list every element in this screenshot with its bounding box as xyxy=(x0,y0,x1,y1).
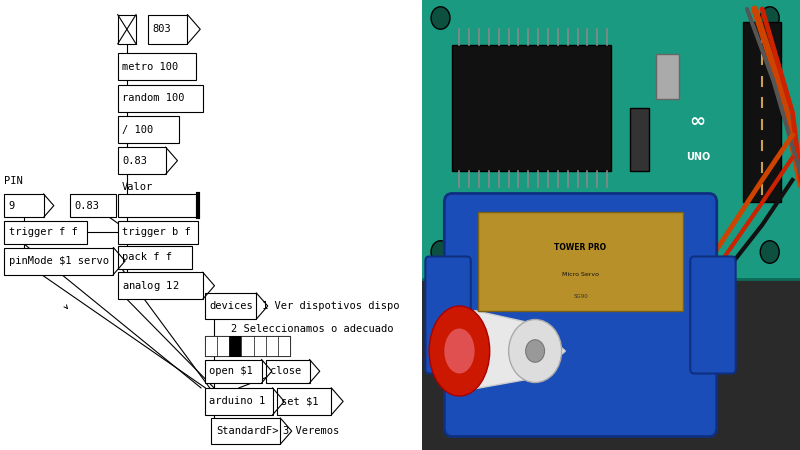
Bar xyxy=(217,336,230,356)
Bar xyxy=(266,360,310,383)
Bar xyxy=(505,207,527,279)
Circle shape xyxy=(431,7,450,29)
Polygon shape xyxy=(459,310,566,392)
Bar xyxy=(211,418,280,444)
Bar xyxy=(656,54,679,99)
Bar xyxy=(118,272,202,299)
Text: 1 Ver dispotivos dispo: 1 Ver dispotivos dispo xyxy=(262,301,399,311)
Circle shape xyxy=(509,320,562,382)
Text: pack f f: pack f f xyxy=(122,252,172,262)
Text: TOWER PRO: TOWER PRO xyxy=(554,243,606,252)
Bar xyxy=(4,194,43,217)
Bar xyxy=(230,336,242,356)
Bar xyxy=(118,147,166,174)
Text: trigger f f: trigger f f xyxy=(9,227,78,237)
Text: 9: 9 xyxy=(9,201,15,211)
Circle shape xyxy=(760,7,779,29)
Bar xyxy=(242,336,254,356)
Bar xyxy=(205,360,262,383)
Circle shape xyxy=(760,241,779,263)
Text: ∞: ∞ xyxy=(690,112,706,131)
Text: / 100: / 100 xyxy=(122,125,154,135)
Bar xyxy=(205,336,217,356)
Ellipse shape xyxy=(444,328,474,374)
Circle shape xyxy=(526,340,545,362)
Text: SG90: SG90 xyxy=(573,294,588,300)
Bar xyxy=(402,0,800,279)
Text: trigger b f: trigger b f xyxy=(122,227,191,237)
Bar xyxy=(118,85,202,112)
Text: 0.83: 0.83 xyxy=(74,201,99,211)
Text: arduino 1: arduino 1 xyxy=(210,396,266,406)
Bar xyxy=(148,14,187,44)
Bar xyxy=(118,246,192,269)
Bar xyxy=(70,194,115,217)
Bar xyxy=(118,220,198,244)
Bar xyxy=(4,248,114,274)
FancyBboxPatch shape xyxy=(444,194,717,436)
Text: UNO: UNO xyxy=(686,153,710,162)
Bar xyxy=(118,116,178,143)
Bar xyxy=(278,336,290,356)
Bar xyxy=(118,14,136,44)
Text: 2 Seleccionamos o adecuado: 2 Seleccionamos o adecuado xyxy=(231,324,394,334)
Ellipse shape xyxy=(429,306,490,396)
Text: random 100: random 100 xyxy=(122,93,185,103)
Bar xyxy=(630,108,649,171)
Text: metro 100: metro 100 xyxy=(122,62,178,72)
Bar xyxy=(205,293,256,319)
Circle shape xyxy=(431,241,450,263)
Text: 0.83: 0.83 xyxy=(122,156,147,166)
Bar xyxy=(452,45,611,171)
Text: analog $1 $2: analog $1 $2 xyxy=(122,279,180,293)
Text: close: close xyxy=(270,366,302,376)
Bar xyxy=(205,336,290,356)
Text: devices: devices xyxy=(210,301,253,311)
Text: pinMode $1 servo: pinMode $1 servo xyxy=(9,256,109,266)
Bar xyxy=(205,388,273,415)
FancyBboxPatch shape xyxy=(690,256,736,374)
Bar xyxy=(266,336,278,356)
Bar xyxy=(743,22,781,202)
Text: Micro Servo: Micro Servo xyxy=(562,272,599,277)
Text: Valor: Valor xyxy=(122,182,153,192)
Text: set $1: set $1 xyxy=(282,396,318,406)
Text: open $1: open $1 xyxy=(210,366,253,376)
Bar xyxy=(277,388,331,415)
Text: 3 Veremos: 3 Veremos xyxy=(283,426,340,436)
Bar xyxy=(4,220,87,244)
Text: PIN: PIN xyxy=(4,176,23,186)
FancyBboxPatch shape xyxy=(426,256,470,374)
Text: StandardF>: StandardF> xyxy=(216,426,278,436)
Bar xyxy=(254,336,266,356)
Bar xyxy=(118,194,198,217)
Bar xyxy=(118,53,196,80)
Text: 803: 803 xyxy=(153,24,171,34)
FancyBboxPatch shape xyxy=(478,212,682,310)
